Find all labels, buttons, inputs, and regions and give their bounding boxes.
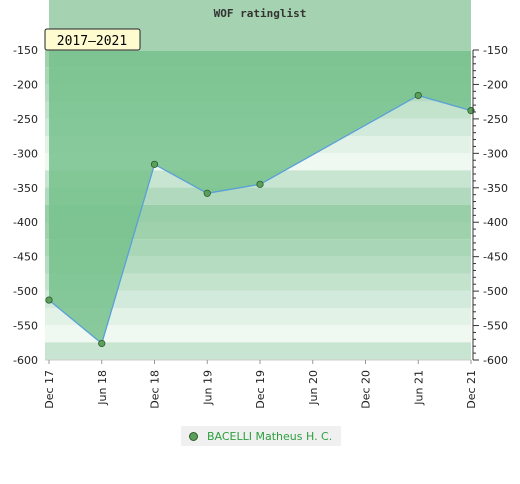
- x-tick-label: Dec 18: [149, 370, 162, 409]
- legend-marker-icon: [189, 432, 198, 441]
- data-point-dec-19: [257, 181, 263, 187]
- x-tick-label: Dec 20: [360, 370, 373, 409]
- y-tick-label-left: -250: [13, 113, 38, 126]
- y-tick-label-right: -150: [483, 44, 508, 57]
- y-tick-label-left: -400: [13, 216, 38, 229]
- y-tick-label-left: -200: [13, 78, 38, 91]
- period-badge-text: 2017–2021: [57, 34, 127, 49]
- y-tick-label-left: -300: [13, 147, 38, 160]
- legend: BACELLI Matheus H. C.: [181, 426, 341, 446]
- data-point-dec-18: [151, 161, 157, 167]
- x-tick-label: Jun 18: [96, 370, 109, 406]
- data-point-dec-17: [46, 297, 52, 303]
- period-badge: 2017–2021: [45, 29, 140, 50]
- y-tick-label-right: -350: [483, 182, 508, 195]
- x-tick-label: Jun 21: [412, 370, 425, 406]
- y-tick-label-left: -450: [13, 251, 38, 264]
- y-tick-label-right: -200: [483, 78, 508, 91]
- x-tick-label: Dec 21: [465, 370, 478, 409]
- background-band: [45, 325, 471, 342]
- y-tick-label-right: -550: [483, 320, 508, 333]
- y-tick-label-right: -300: [483, 147, 508, 160]
- x-tick-label: Jun 19: [201, 370, 214, 406]
- title-layer: WOF ratinglist 2017–2021: [45, 0, 471, 51]
- x-tick-label: Jun 20: [307, 370, 320, 406]
- y-tick-label-right: -400: [483, 216, 508, 229]
- chart-title: WOF ratinglist: [214, 7, 307, 20]
- y-tick-label-right: -450: [483, 251, 508, 264]
- background-band: [45, 342, 471, 359]
- legend-series-label: BACELLI Matheus H. C.: [207, 430, 332, 443]
- y-tick-label-left: -500: [13, 285, 38, 298]
- x-tick-label: Dec 19: [254, 370, 267, 409]
- y-tick-label-left: -550: [13, 320, 38, 333]
- data-point-jun-21: [415, 92, 421, 98]
- y-tick-label-left: -150: [13, 44, 38, 57]
- y-tick-label-left: -350: [13, 182, 38, 195]
- y-tick-label-right: -600: [483, 354, 508, 367]
- data-point-jun-18: [99, 340, 105, 346]
- data-point-jun-19: [204, 190, 210, 196]
- y-tick-label-right: -250: [483, 113, 508, 126]
- y-tick-label-right: -500: [483, 285, 508, 298]
- y-tick-label-left: -600: [13, 354, 38, 367]
- x-tick-label: Dec 17: [43, 370, 56, 409]
